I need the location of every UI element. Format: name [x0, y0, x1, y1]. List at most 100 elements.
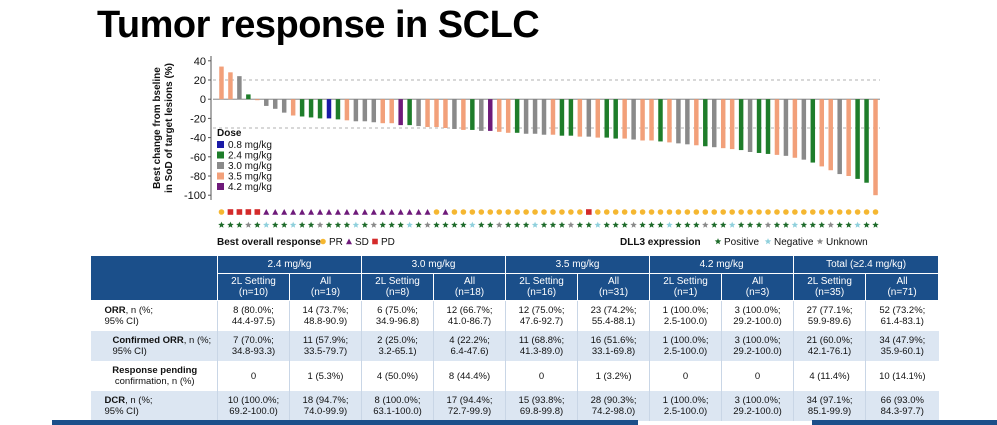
- table-cell: 3 (100.0%; 29.2-100.0): [721, 331, 794, 361]
- row-label-line2: 95% CI): [104, 406, 139, 417]
- row-label-rest: , n (%;: [183, 335, 212, 346]
- cell-value: 8 (80.0%;: [233, 305, 274, 316]
- waterfall-bar: [613, 99, 618, 139]
- cell-ci: 61.4-83.1): [880, 316, 924, 327]
- response-marker: [254, 209, 261, 215]
- y-axis-label: Best change from bselinein SoD of target…: [152, 63, 175, 193]
- dose-legend-swatch: [217, 151, 224, 159]
- table-cell: 12 (66.7%; 41.0-86.7): [433, 300, 506, 331]
- table-sub-header-row: 2L Setting (n=10) All (n=19) 2L Setting (n=8)…: [91, 273, 940, 301]
- table-row: Confirmed ORR, n (%; 95% CI) 7 (70.0%; 34.8…: [90, 331, 939, 361]
- sub-header: 2L Setting (n=1): [649, 273, 723, 301]
- waterfall-bar: [828, 99, 833, 171]
- row-label-bold: DCR: [104, 395, 126, 406]
- cell-ci: 63.1-100.0): [373, 406, 422, 417]
- cell-value: 14 (73.7%;: [302, 305, 349, 316]
- waterfall-bar: [416, 99, 421, 127]
- response-marker: [630, 209, 637, 215]
- dll3-marker: [361, 221, 369, 228]
- table-row: Response pending confirmation, n (%) 0 1 (5…: [91, 361, 939, 391]
- waterfall-bar: [649, 99, 654, 141]
- table-cell: 21 (60.0%; 42.1-76.1): [793, 331, 866, 361]
- waterfall-bar: [479, 99, 484, 131]
- dll3-marker: [424, 221, 431, 228]
- dll3-legend-label: Negative: [774, 237, 814, 248]
- sub-header-label: All: [607, 276, 620, 287]
- dll3-marker: [343, 221, 351, 228]
- table-cell: 0: [721, 361, 794, 391]
- waterfall-bar: [219, 66, 224, 100]
- table-cell: 1 (100.0%; 2.5-100.0): [649, 391, 722, 421]
- waterfall-bar: [523, 99, 529, 134]
- dll3-marker: [549, 221, 557, 228]
- cell-ci: 6.4-47.6): [450, 346, 489, 357]
- cell-ci: 29.2-100.0): [733, 346, 782, 357]
- table-cell: 11 (68.8%; 41.3-89.0): [505, 331, 578, 361]
- cell-value: 10 (100.0%;: [227, 395, 280, 406]
- dose-legend-swatch: [217, 141, 224, 148]
- dll3-marker: [684, 221, 691, 228]
- response-marker: [496, 209, 503, 215]
- response-marker: [810, 209, 816, 215]
- response-marker: [469, 209, 476, 215]
- cell-value: 3 (100.0%;: [734, 335, 781, 346]
- table-cell: 4 (11.4%): [793, 361, 866, 391]
- response-marker: [532, 209, 538, 215]
- table-row: ORR, n (%; 95% CI) 8 (80.0%; 44.4-97.5) 14 (…: [91, 300, 939, 331]
- row-label-line2: 95% CI): [112, 346, 147, 357]
- group-header: 3.0 mg/kg: [361, 255, 507, 274]
- sub-header: All (n=71): [865, 273, 940, 301]
- response-marker: [818, 209, 825, 215]
- response-marker: [863, 209, 870, 215]
- response-marker: [379, 209, 386, 215]
- table-cell: 10 (14.1%): [865, 361, 939, 391]
- cell-ci: 59.9-89.6): [807, 316, 852, 327]
- dll3-marker: [764, 221, 772, 228]
- dll3-marker: [800, 221, 808, 228]
- waterfall-bar: [658, 99, 663, 142]
- waterfall-bar: [505, 99, 511, 133]
- y-axis-label-line: Best change from bseline: [152, 67, 163, 189]
- waterfall-bar: [264, 99, 269, 106]
- response-marker: [684, 209, 691, 215]
- dose-legend-label: 3.0 mg/kg: [228, 161, 272, 172]
- cell-ci: 85.1-99.9): [807, 406, 852, 417]
- response-marker: [263, 209, 270, 215]
- waterfall-bar: [738, 99, 744, 151]
- dose-legend-label: 0.8 mg/kg: [228, 140, 272, 151]
- waterfall-bar: [694, 99, 699, 146]
- y-tick-label: -60: [190, 152, 206, 164]
- cell-ci: 69.8-99.8): [519, 406, 564, 417]
- dll3-marker: [711, 221, 718, 228]
- waterfall-bar: [488, 99, 493, 131]
- response-marker: [334, 209, 341, 215]
- dose-legend-swatch: [217, 183, 224, 190]
- cell-value: 52 (73.2%;: [879, 305, 926, 316]
- waterfall-bar: [246, 94, 251, 100]
- cell-value: 12 (75.0%;: [518, 305, 565, 316]
- response-marker: [388, 209, 395, 215]
- sub-header-n: (n=31): [598, 287, 629, 298]
- row-label: Response pending confirmation, n (%): [91, 361, 218, 391]
- sub-header-label: 2L Setting: [663, 276, 708, 287]
- response-marker: [639, 209, 646, 215]
- response-marker: [854, 209, 861, 215]
- dll3-marker: [531, 221, 539, 228]
- cell-value: 7 (70.0%;: [233, 335, 274, 346]
- sub-header-n: (n=10): [238, 287, 269, 298]
- cell-ci: 72.7-99.9): [447, 406, 492, 417]
- cell-value: 12 (66.7%;: [446, 305, 493, 316]
- response-marker: [406, 209, 413, 215]
- response-marker: [550, 209, 556, 215]
- sub-header: All (n=31): [577, 273, 651, 301]
- response-marker: [514, 209, 520, 215]
- table-cell: 23 (74.2%; 55.4-88.1): [577, 300, 650, 331]
- table-cell: 66 (93.0% 84.3-97.7): [865, 391, 939, 421]
- cell-ci: 29.2-100.0): [733, 316, 782, 327]
- table-cell: 8 (100.0%; 63.1-100.0): [361, 391, 434, 421]
- dll3-marker: [316, 221, 324, 228]
- cell-value: 3 (100.0%;: [734, 395, 781, 406]
- response-legend-title: Best overall response: [217, 237, 321, 248]
- cell-ci: 41.3-89.0): [519, 346, 564, 357]
- response-marker: [801, 209, 807, 215]
